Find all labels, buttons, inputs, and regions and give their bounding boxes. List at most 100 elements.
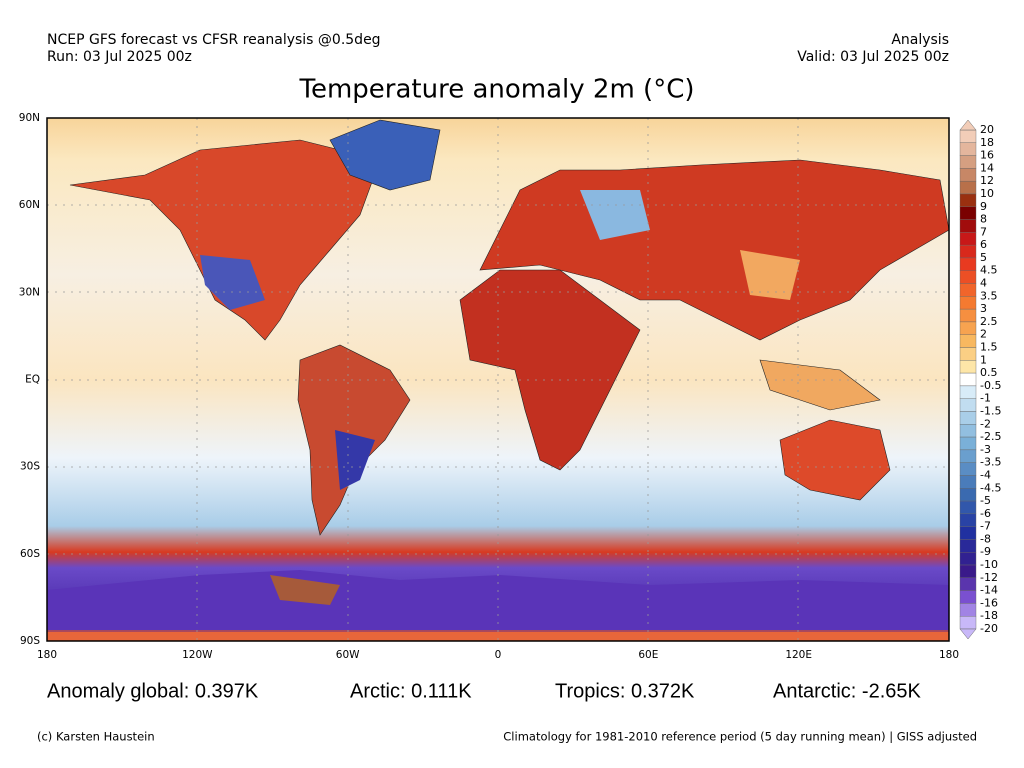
- header-left-2: Run: 03 Jul 2025 00z: [47, 49, 192, 65]
- colorbar-swatch: [959, 142, 977, 156]
- footer-right: Climatology for 1981-2010 reference peri…: [503, 730, 977, 744]
- lon-label: 60W: [336, 649, 360, 661]
- colorbar-label: 14: [980, 161, 994, 174]
- colorbar-swatch: [959, 539, 977, 553]
- colorbar-label: 1: [980, 353, 987, 366]
- colorbar-swatch: [959, 513, 977, 527]
- colorbar-label: -4.5: [980, 481, 1001, 494]
- colorbar-label: -2: [980, 417, 991, 430]
- colorbar-label: -5: [980, 494, 991, 507]
- colorbar-label: 3.5: [980, 289, 998, 302]
- stat-tropics: Tropics: 0.372K: [555, 680, 695, 702]
- colorbar-swatch: [959, 462, 977, 476]
- colorbar-swatch: [959, 296, 977, 310]
- colorbar: 201816141210987654.543.532.521.510.5-0.5…: [959, 119, 1001, 640]
- header-right-1: Analysis: [891, 32, 949, 48]
- colorbar-swatch: [959, 321, 977, 335]
- colorbar-label: -7: [980, 520, 991, 533]
- colorbar-swatch: [959, 385, 977, 399]
- colorbar-swatch: [959, 347, 977, 361]
- colorbar-label: -3.5: [980, 456, 1001, 469]
- colorbar-label: 7: [980, 225, 987, 238]
- colorbar-swatch: [959, 436, 977, 451]
- colorbar-label: -3: [980, 443, 991, 456]
- header-right-2: Valid: 03 Jul 2025 00z: [797, 49, 949, 65]
- colorbar-swatch: [959, 398, 977, 412]
- lat-label: 30S: [20, 461, 40, 473]
- colorbar-label: 4.5: [980, 264, 998, 277]
- colorbar-label: 0.5: [980, 366, 998, 379]
- colorbar-label: -6: [980, 507, 991, 520]
- lat-label: 60N: [19, 199, 40, 211]
- colorbar-swatch: [959, 244, 977, 259]
- colorbar-label: 20: [980, 123, 994, 136]
- colorbar-swatch: [959, 232, 977, 246]
- colorbar-swatch: [959, 552, 977, 566]
- colorbar-swatch: [959, 257, 977, 271]
- colorbar-swatch: [959, 334, 977, 348]
- lon-label: 180: [939, 649, 959, 661]
- colorbar-label: 3: [980, 302, 987, 315]
- colorbar-swatch: [959, 372, 977, 387]
- colorbar-label: 5: [980, 251, 987, 264]
- stat-antarctic: Antarctic: -2.65K: [773, 680, 922, 702]
- colorbar-swatch: [959, 308, 977, 323]
- colorbar-swatch: [959, 564, 977, 579]
- colorbar-swatch: [959, 168, 977, 182]
- colorbar-label: -4: [980, 468, 991, 481]
- colorbar-swatch: [959, 526, 977, 540]
- colorbar-swatch: [959, 590, 977, 604]
- colorbar-label: 2: [980, 328, 987, 341]
- lat-label: 90S: [20, 635, 40, 647]
- colorbar-label: 4: [980, 277, 987, 290]
- colorbar-swatch: [959, 155, 977, 169]
- colorbar-arrow-bottom: [959, 628, 977, 640]
- colorbar-label: -9: [980, 545, 991, 558]
- colorbar-swatch: [959, 283, 977, 297]
- colorbar-arrow-top: [959, 119, 977, 131]
- colorbar-swatch: [959, 180, 977, 195]
- header-left-1: NCEP GFS forecast vs CFSR reanalysis @0.…: [47, 32, 381, 48]
- colorbar-label: -16: [980, 596, 998, 609]
- colorbar-label: 10: [980, 187, 994, 200]
- lat-label: 90N: [19, 112, 40, 124]
- stat-global: Anomaly global: 0.397K: [47, 680, 259, 702]
- colorbar-label: 8: [980, 213, 987, 226]
- colorbar-label: 1.5: [980, 341, 998, 354]
- colorbar-label: 2.5: [980, 315, 998, 328]
- colorbar-swatch: [959, 129, 977, 143]
- colorbar-swatch: [959, 360, 977, 374]
- colorbar-label: -12: [980, 571, 998, 584]
- colorbar-swatch: [959, 270, 977, 284]
- stat-arctic: Arctic: 0.111K: [350, 680, 472, 702]
- colorbar-swatch: [959, 424, 977, 438]
- colorbar-label: -18: [980, 609, 998, 622]
- colorbar-label: -8: [980, 532, 991, 545]
- colorbar-label: -0.5: [980, 379, 1001, 392]
- colorbar-swatch: [959, 577, 977, 591]
- title: Temperature anomaly 2m (°C): [299, 75, 695, 105]
- colorbar-label: -1: [980, 392, 991, 405]
- colorbar-label: -20: [980, 622, 998, 635]
- colorbar-swatch: [959, 603, 977, 617]
- lon-label: 60E: [638, 649, 658, 661]
- colorbar-label: 16: [980, 149, 994, 162]
- colorbar-label: 6: [980, 238, 987, 251]
- lat-label: 30N: [19, 286, 40, 298]
- colorbar-swatch: [959, 616, 977, 630]
- footer-left: (c) Karsten Haustein: [37, 730, 155, 744]
- colorbar-label: 18: [980, 136, 994, 149]
- colorbar-label: -10: [980, 558, 998, 571]
- colorbar-swatch: [959, 500, 977, 515]
- colorbar-swatch: [959, 488, 977, 502]
- map: [46, 117, 950, 642]
- colorbar-swatch: [959, 206, 977, 220]
- colorbar-label: -2.5: [980, 430, 1001, 443]
- lon-label: 120E: [785, 649, 812, 661]
- lon-label: 120W: [182, 649, 213, 661]
- map-axes: 90N 60N 30N EQ 30S 60S 90S 180 120W 60W 0 60E 120E 18…: [19, 112, 959, 661]
- colorbar-swatch: [959, 193, 977, 207]
- lon-label: 180: [37, 649, 57, 661]
- colorbar-label: -14: [980, 584, 998, 597]
